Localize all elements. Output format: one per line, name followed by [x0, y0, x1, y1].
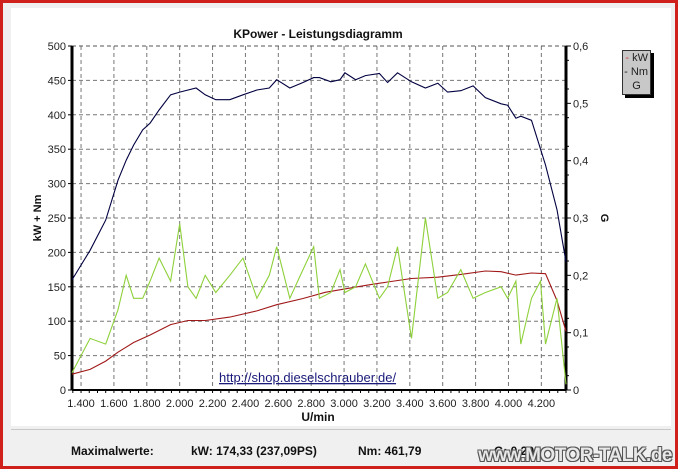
- y-tick-label: 450: [48, 75, 66, 87]
- y-tick-label: 0: [60, 385, 66, 397]
- x-tick-label: 3.000: [330, 398, 358, 410]
- series-kw-line: [71, 270, 567, 375]
- x-tick-label: 2.800: [297, 398, 325, 410]
- x-tick-label: 1.600: [100, 398, 128, 410]
- y-tick-label: 300: [48, 179, 66, 191]
- chart-title: KPower - Leistungsdiagramm: [233, 27, 402, 41]
- y2-tick-label: 0,1: [573, 328, 588, 340]
- max-values-bar: Maximalwerte: kW: 174,33 (237,09PS) Nm: …: [11, 429, 671, 464]
- y2-tick-label: 0,5: [573, 98, 588, 110]
- x-tick-label: 1.400: [67, 398, 95, 410]
- y-tick-label: 50: [54, 351, 66, 363]
- max-values-label: Maximalwerte:: [71, 444, 154, 458]
- series-g-line: [71, 217, 567, 385]
- legend-item-g: G: [632, 80, 641, 92]
- x-tick-label: 4.200: [528, 398, 556, 410]
- legend-item-kw: - kW: [625, 52, 648, 64]
- y2-tick-label: 0,4: [573, 156, 588, 168]
- y2-tick-label: 0,6: [573, 41, 588, 53]
- x-tick-label: 3.600: [429, 398, 457, 410]
- watermark-logo: www.MOTOR-TALK.de: [478, 445, 672, 466]
- max-g-value: G: 0,29: [494, 444, 535, 458]
- x-tick-label: 2.600: [265, 398, 293, 410]
- max-nm-value: Nm: 461,79: [358, 444, 422, 458]
- y2-axis-label: G: [598, 214, 610, 223]
- x-tick-label: 2.400: [232, 398, 260, 410]
- y-tick-label: 250: [48, 213, 66, 225]
- series-nm-line: [71, 72, 567, 281]
- x-tick-label: 2.000: [166, 398, 194, 410]
- y-tick-label: 350: [48, 144, 66, 156]
- max-kw-value: kW: 174,33 (237,09PS): [191, 444, 317, 458]
- legend-item-nm: - Nm: [624, 66, 648, 78]
- x-tick-label: 3.400: [396, 398, 424, 410]
- shop-link[interactable]: http://shop.dieselschrauber.de/: [219, 370, 396, 385]
- x-tick-label: 4.000: [495, 398, 523, 410]
- y-tick-label: 500: [48, 41, 66, 53]
- x-axis-label: U/min: [301, 410, 334, 424]
- y-tick-label: 150: [48, 282, 66, 294]
- y2-tick-label: 0: [573, 385, 579, 397]
- x-tick-label: 3.800: [462, 398, 490, 410]
- y2-tick-label: 0,2: [573, 270, 588, 282]
- y-tick-label: 400: [48, 110, 66, 122]
- x-tick-label: 2.200: [199, 398, 227, 410]
- x-tick-label: 3.200: [363, 398, 391, 410]
- y-tick-label: 200: [48, 247, 66, 259]
- y-axis-label: kW + Nm: [32, 194, 44, 241]
- chart-legend: - kW - Nm G: [622, 50, 651, 95]
- y-tick-label: 100: [48, 316, 66, 328]
- y2-tick-label: 0,3: [573, 213, 588, 225]
- x-tick-label: 1.800: [133, 398, 161, 410]
